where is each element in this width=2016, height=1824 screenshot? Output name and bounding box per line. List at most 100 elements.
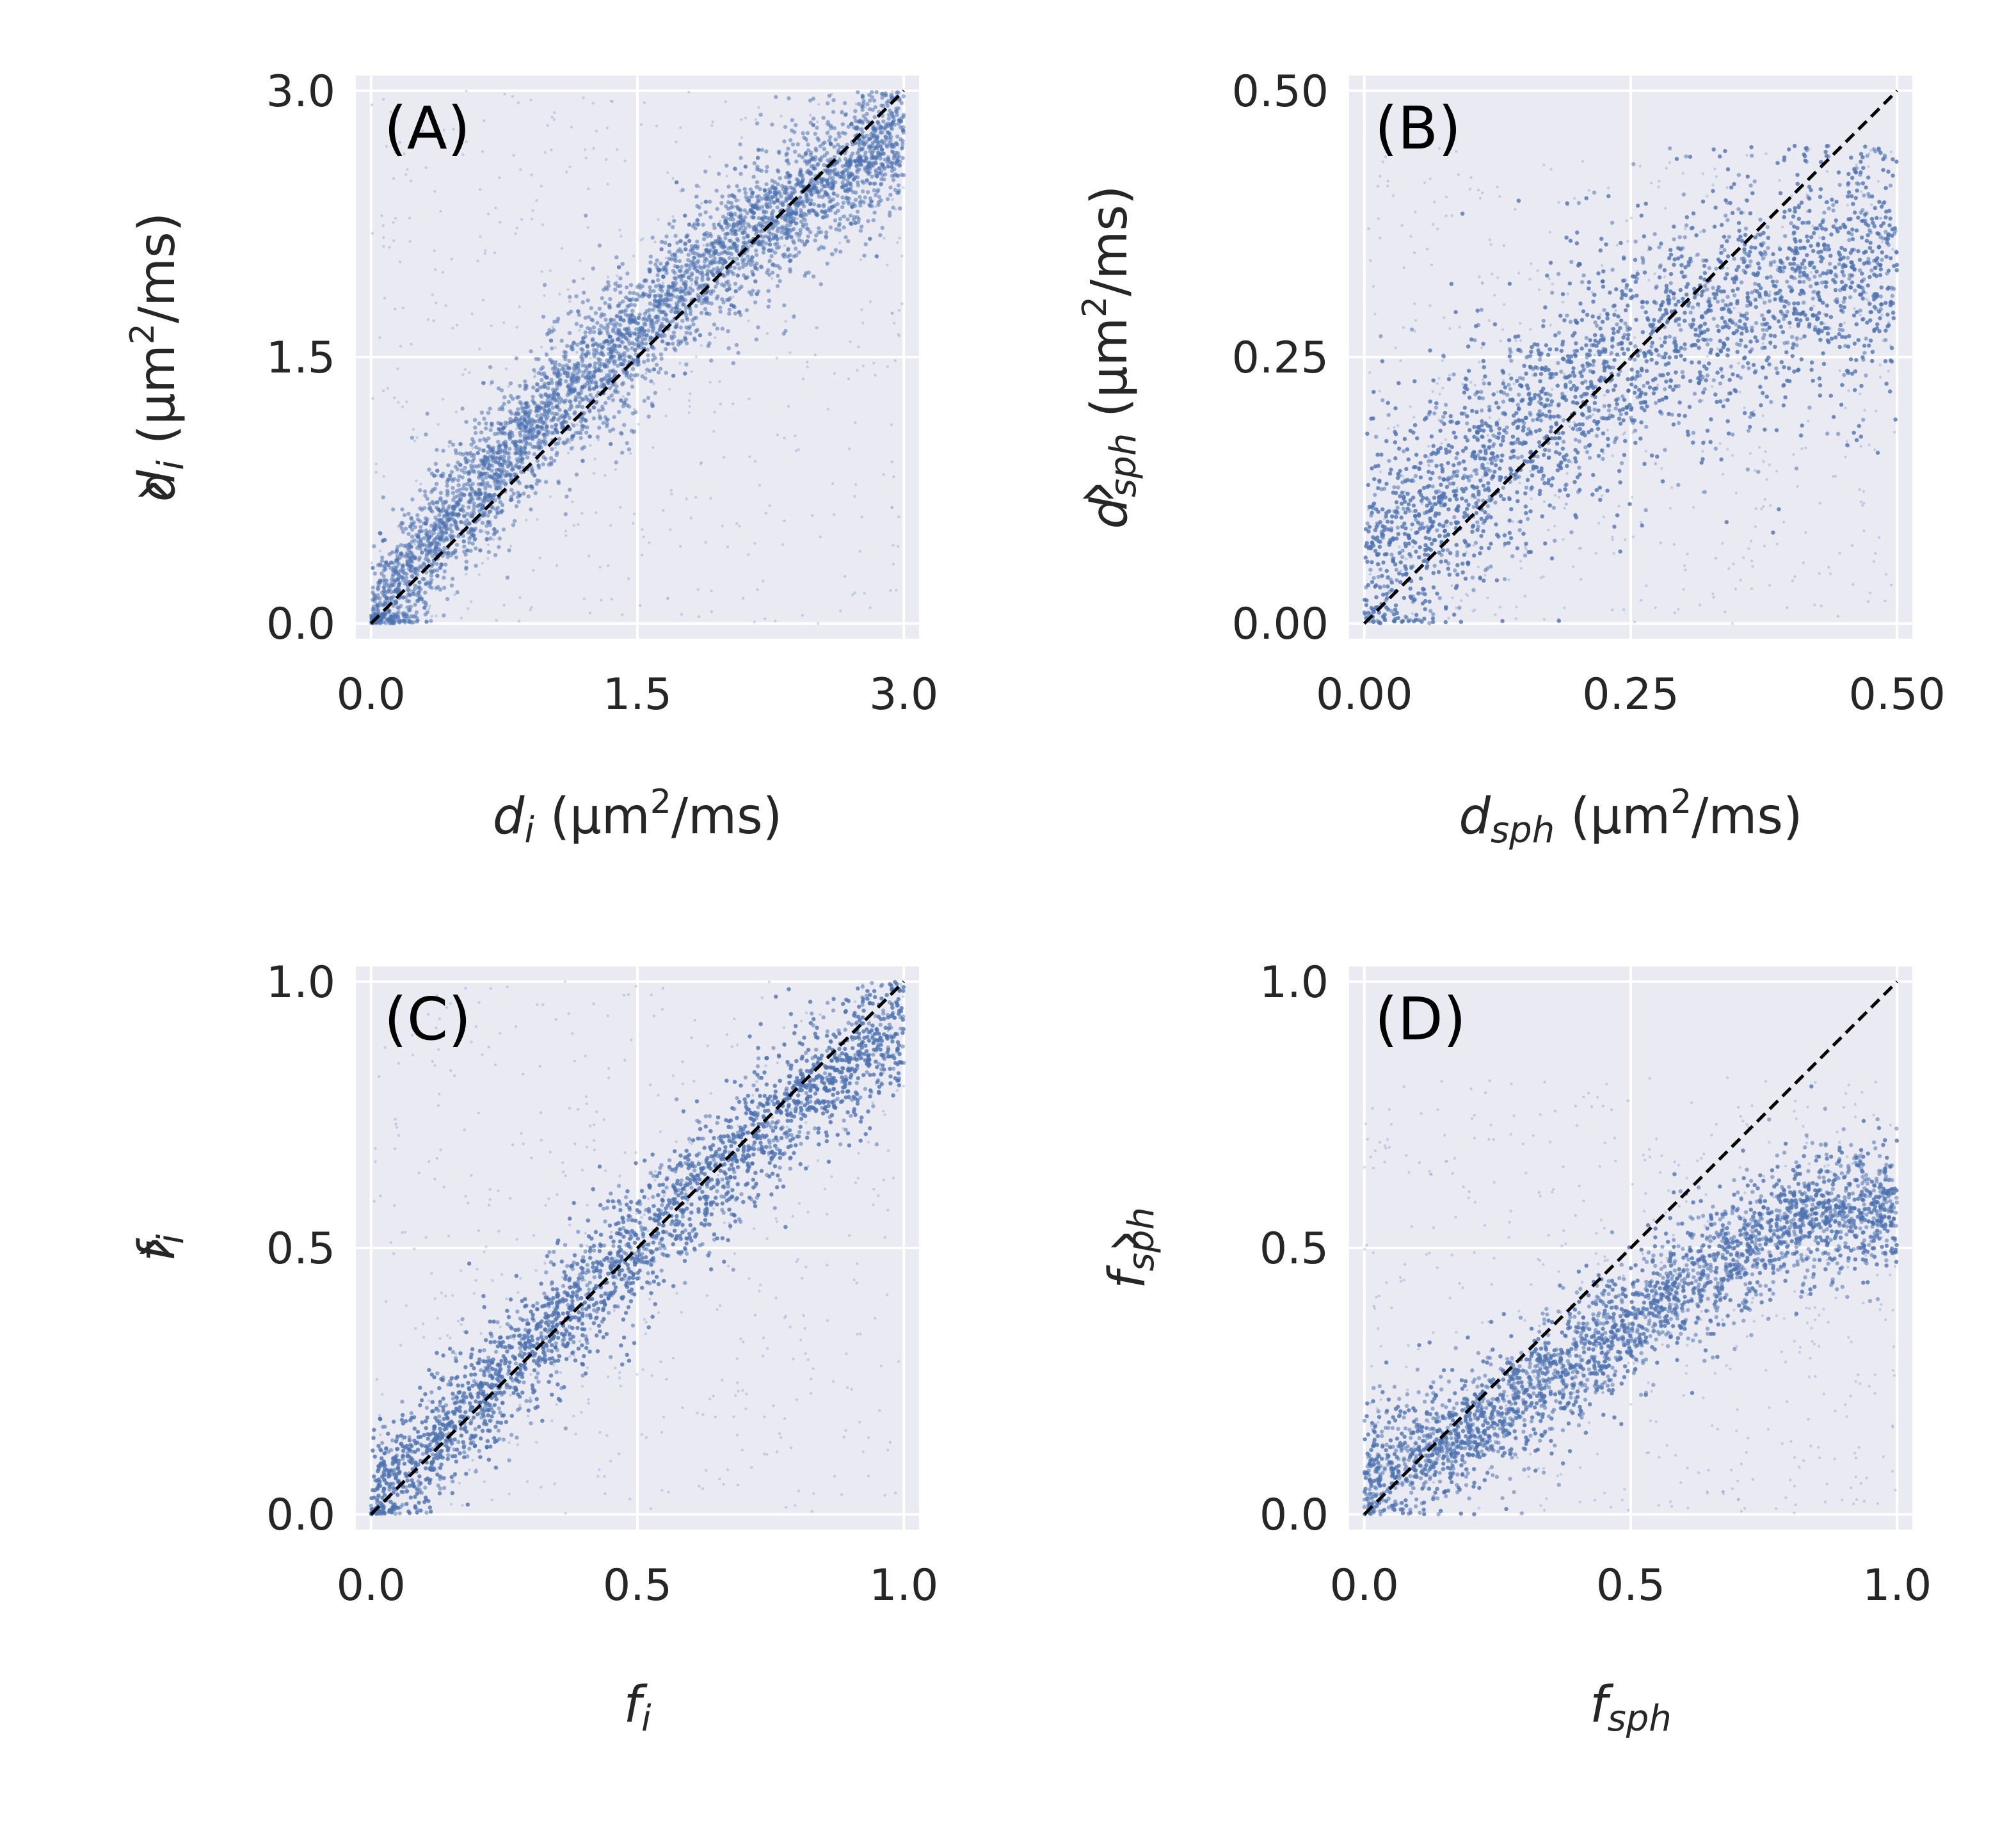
- scatter-point: [675, 305, 679, 310]
- scatter-point: [739, 172, 743, 176]
- scatter-point: [860, 224, 864, 229]
- scatter-point: [556, 481, 561, 486]
- scatter-point: [651, 321, 655, 326]
- scatter-point: [429, 586, 434, 590]
- scatter-point: [509, 497, 514, 502]
- scatter-point: [420, 529, 424, 534]
- scatter-point: [400, 521, 405, 525]
- scatter-point: [717, 172, 721, 176]
- scatter-point: [378, 549, 382, 553]
- scatter-point: [751, 175, 756, 179]
- scatter-point: [732, 304, 736, 308]
- scatter-point: [397, 525, 400, 528]
- scatter-point: [696, 298, 701, 303]
- scatter-point: [814, 148, 819, 153]
- scatter-point: [739, 156, 743, 160]
- scatter-point: [402, 571, 407, 575]
- scatter-point: [702, 244, 705, 247]
- scatter-point: [803, 151, 808, 156]
- scatter-point: [487, 212, 490, 216]
- scatter-point: [664, 371, 669, 375]
- scatter-point: [503, 457, 506, 460]
- scatter-point: [808, 188, 813, 193]
- scatter-point: [579, 347, 584, 351]
- scatter-point: [666, 298, 670, 303]
- scatter-point: [633, 408, 636, 411]
- scatter-point: [553, 111, 556, 115]
- scatter-point: [688, 331, 692, 336]
- scatter-point: [500, 426, 506, 431]
- scatter-point: [607, 396, 611, 401]
- scatter-point: [424, 600, 428, 605]
- scatter-point: [612, 343, 617, 348]
- scatter-point: [783, 328, 788, 333]
- scatter-point: [659, 247, 664, 252]
- scatter-point: [815, 326, 818, 330]
- scatter-point: [435, 541, 440, 545]
- scatter-point: [472, 528, 476, 532]
- scatter-point: [529, 608, 532, 612]
- scatter-point: [701, 237, 707, 241]
- scatter-point: [543, 150, 547, 154]
- scatter-point: [618, 284, 623, 288]
- scatter-point: [670, 492, 673, 495]
- scatter-point: [888, 193, 893, 197]
- scatter-point: [813, 238, 817, 243]
- scatter-point: [872, 156, 876, 160]
- scatter-point: [429, 573, 433, 578]
- scatter-point: [474, 491, 478, 495]
- scatter-point: [591, 387, 596, 391]
- scatter-point: [764, 241, 769, 246]
- scatter-point: [481, 466, 486, 470]
- scatter-point: [442, 575, 446, 580]
- scatter-point: [390, 574, 395, 579]
- scatter-point: [461, 539, 466, 544]
- scatter-point: [538, 442, 543, 447]
- scatter-point: [851, 593, 854, 596]
- scatter-point: [882, 473, 885, 476]
- scatter-point: [831, 191, 836, 196]
- scatter-point: [706, 276, 710, 281]
- scatter-point: [656, 370, 661, 375]
- scatter-point: [531, 394, 535, 399]
- scatter-point: [771, 276, 774, 280]
- scatter-point: [735, 204, 739, 209]
- scatter-point: [826, 101, 830, 106]
- scatter-point: [585, 425, 589, 429]
- scatter-point: [540, 184, 543, 188]
- scatter-point: [450, 257, 453, 261]
- scatter-point: [392, 177, 396, 180]
- scatter-point: [470, 541, 475, 546]
- scatter-point: [833, 372, 836, 375]
- scatter-point: [394, 547, 399, 552]
- scatter-point: [507, 385, 511, 388]
- scatter-point: [413, 439, 417, 443]
- scatter-point: [724, 204, 728, 209]
- scatter-point: [563, 409, 568, 413]
- scatter-point: [805, 239, 810, 244]
- scatter-point: [502, 395, 507, 399]
- scatter-point: [844, 235, 848, 239]
- scatter-point: [419, 483, 422, 486]
- scatter-point: [382, 236, 385, 239]
- scatter-point: [468, 371, 471, 374]
- scatter-point: [853, 495, 856, 498]
- scatter-point: [774, 620, 777, 623]
- scatter-point: [726, 200, 731, 205]
- scatter-point: [458, 508, 463, 512]
- scatter-point: [737, 188, 742, 193]
- scatter-point: [595, 129, 598, 132]
- scatter-point: [583, 330, 588, 335]
- scatter-point: [859, 163, 863, 167]
- scatter-point: [700, 278, 705, 282]
- scatter-point: [798, 213, 803, 218]
- scatter-point: [486, 410, 491, 415]
- scatter-point: [809, 198, 813, 203]
- scatter-point: [718, 309, 723, 314]
- scatter-point: [868, 181, 872, 186]
- scatter-point: [895, 113, 899, 117]
- scatter-point: [637, 312, 642, 317]
- scatter-point: [852, 115, 857, 120]
- scatter-point: [464, 460, 468, 465]
- scatter-point: [851, 151, 855, 156]
